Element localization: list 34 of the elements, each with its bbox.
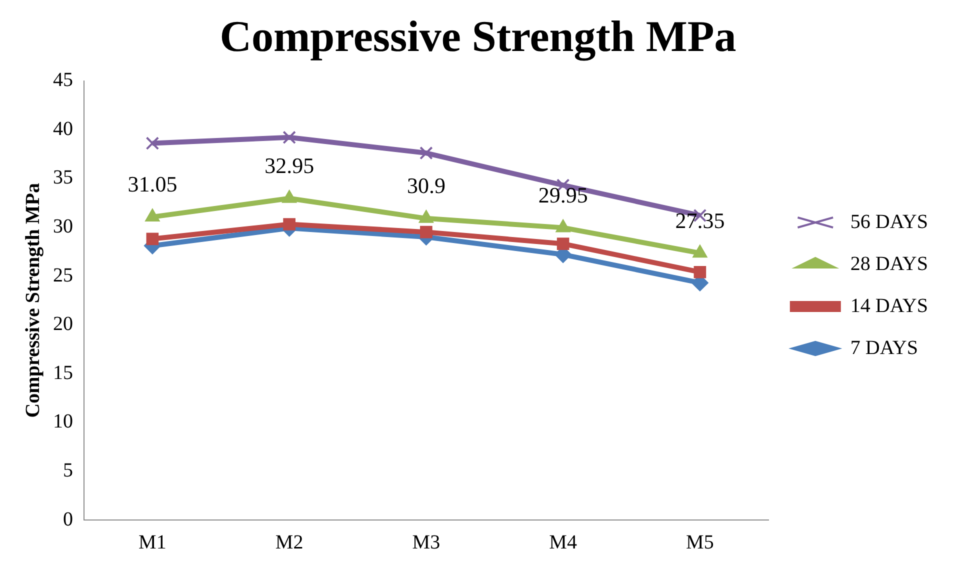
data-label: 30.9 xyxy=(406,173,446,198)
x-tick-label: M4 xyxy=(549,531,577,554)
y-tick-label: 40 xyxy=(53,118,73,140)
y-tick-label: 45 xyxy=(53,69,73,92)
y-tick-label: 35 xyxy=(53,166,73,189)
data-label: 27.35 xyxy=(675,208,725,233)
chart-title: Compressive Strength MPa xyxy=(220,12,736,61)
x-tick-label: M2 xyxy=(275,531,304,554)
legend-label: 7 DAYS xyxy=(850,336,918,359)
x-tick-label: M1 xyxy=(138,531,166,554)
y-tick-label: 0 xyxy=(63,508,73,530)
point xyxy=(146,136,160,150)
data-label: 31.05 xyxy=(128,172,178,197)
x-tick-label: M5 xyxy=(686,531,714,554)
y-tick-label: 25 xyxy=(53,264,73,286)
point xyxy=(146,232,159,246)
legend-label: 14 DAYS xyxy=(850,294,928,317)
y-axis-title: Compressive Strength MPa xyxy=(22,183,44,418)
point xyxy=(282,130,296,144)
point xyxy=(694,266,706,278)
point xyxy=(420,226,432,238)
y-tick-label: 10 xyxy=(53,410,73,433)
y-tick-label: 30 xyxy=(53,215,73,238)
legend-label: 28 DAYS xyxy=(850,252,928,275)
point xyxy=(283,218,296,230)
y-tick-label: 20 xyxy=(53,313,73,336)
point xyxy=(556,238,570,250)
data-label: 29.95 xyxy=(538,182,588,208)
data-label: 32.95 xyxy=(264,153,314,178)
x-tick-label: M3 xyxy=(412,531,440,554)
y-tick-label: 15 xyxy=(53,362,73,384)
point xyxy=(420,146,433,160)
y-tick-label: 5 xyxy=(63,459,73,482)
legend-label: 56 DAYS xyxy=(850,210,928,233)
